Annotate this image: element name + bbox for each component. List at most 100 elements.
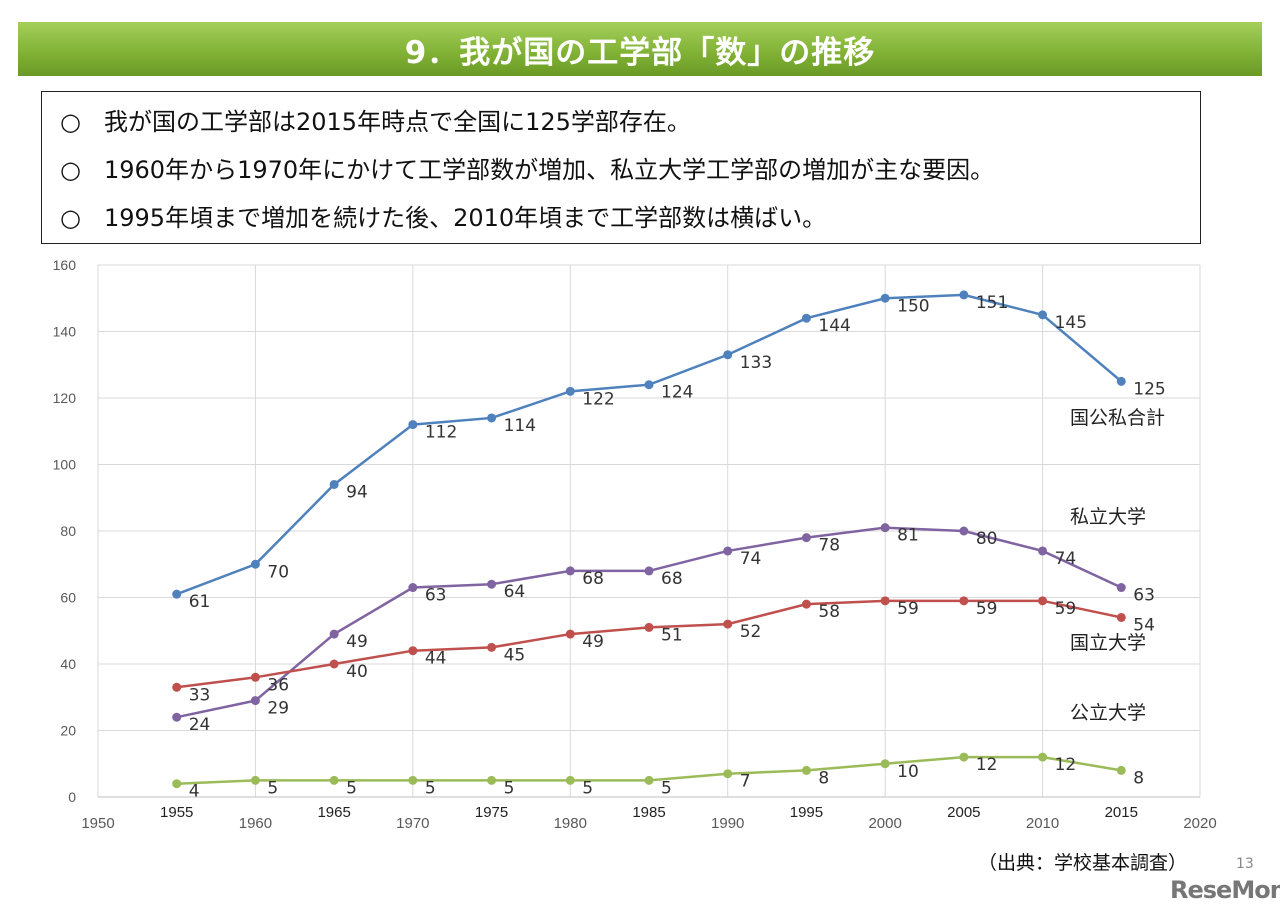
data-label: 5 <box>425 778 436 798</box>
data-label: 33 <box>189 685 211 705</box>
data-label: 12 <box>976 755 998 775</box>
data-point <box>1116 376 1126 386</box>
data-point <box>329 479 339 489</box>
data-label: 5 <box>504 778 515 798</box>
data-label: 122 <box>582 389 614 409</box>
data-label: 5 <box>267 778 278 798</box>
data-label: 5 <box>661 778 672 798</box>
data-point <box>487 413 497 423</box>
data-point <box>959 290 969 300</box>
data-point <box>644 566 654 576</box>
data-point <box>172 712 182 722</box>
data-label: 64 <box>504 582 526 602</box>
data-point <box>880 596 890 606</box>
data-label: 114 <box>504 416 536 436</box>
data-label: 12 <box>1055 755 1077 775</box>
resemom-logo: ReseMom <box>1170 876 1280 904</box>
slide-title: 9．我が国の工学部「数」の推移 <box>18 22 1262 76</box>
x-tick-label: 1960 <box>239 815 272 832</box>
series-line <box>176 526 1122 719</box>
data-point <box>1116 612 1126 622</box>
y-tick-label: 0 <box>68 789 76 805</box>
x-tick-label: 1990 <box>711 815 744 832</box>
data-point <box>565 775 575 785</box>
data-point <box>329 659 339 669</box>
data-label: 94 <box>346 482 368 502</box>
data-label: 49 <box>582 632 604 652</box>
page-number: 13 <box>1236 856 1254 872</box>
summary-item: ○ 我が国の工学部は2015年時点で全国に125学部存在。 <box>60 98 1200 146</box>
x-tick-label: 1950 <box>81 815 114 832</box>
data-label: 29 <box>267 699 289 719</box>
data-label: 10 <box>897 762 919 782</box>
summary-item: ○ 1995年頃まで増加を続けた後、2010年頃まで工学部数は横ばい。 <box>60 194 1200 242</box>
data-label: 151 <box>976 293 1008 313</box>
circle-bullet-icon: ○ <box>60 156 81 184</box>
data-label: 63 <box>425 586 447 606</box>
x-tick-label: 2015 <box>1105 804 1138 821</box>
x-tick-label: 1965 <box>317 804 350 821</box>
data-point <box>1038 752 1048 762</box>
data-point <box>408 420 418 430</box>
data-label: 68 <box>661 569 683 589</box>
circle-bullet-icon: ○ <box>60 204 81 232</box>
x-tick-label: 1955 <box>160 804 193 821</box>
data-point <box>408 583 418 593</box>
data-label: 68 <box>582 569 604 589</box>
y-tick-label: 120 <box>53 390 77 406</box>
data-point <box>172 589 182 599</box>
data-label: 8 <box>818 768 829 788</box>
data-label: 4 <box>189 782 200 802</box>
data-point <box>644 380 654 390</box>
data-point <box>1116 583 1126 593</box>
data-point <box>801 765 811 775</box>
summary-text: 1995年頃まで増加を続けた後、2010年頃まで工学部数は横ばい。 <box>104 204 827 232</box>
data-label: 59 <box>976 599 998 619</box>
data-label: 45 <box>504 645 526 665</box>
data-label: 144 <box>818 316 850 336</box>
data-label: 74 <box>740 549 762 569</box>
data-point <box>250 775 260 785</box>
data-label: 78 <box>818 536 840 556</box>
data-point <box>408 775 418 785</box>
data-label: 8 <box>1133 768 1144 788</box>
data-point <box>1116 765 1126 775</box>
data-point <box>880 293 890 303</box>
data-label: 59 <box>897 599 919 619</box>
data-label: 5 <box>346 778 357 798</box>
circle-bullet-icon: ○ <box>60 108 81 136</box>
data-label: 124 <box>661 383 693 403</box>
series-label: 公立大学 <box>1070 702 1146 724</box>
series-label: 国立大学 <box>1070 632 1146 654</box>
data-label: 51 <box>661 625 683 645</box>
data-point <box>801 599 811 609</box>
y-tick-label: 20 <box>60 723 76 739</box>
summary-text: 1960年から1970年にかけて工学部数が増加、私立大学工学部の増加が主な要因。 <box>104 156 995 184</box>
data-point <box>1038 596 1048 606</box>
y-tick-label: 100 <box>53 457 77 473</box>
x-tick-label: 1975 <box>475 804 508 821</box>
data-point <box>959 752 969 762</box>
data-label: 125 <box>1133 379 1165 399</box>
data-point <box>250 559 260 569</box>
data-label: 70 <box>267 562 289 582</box>
data-point <box>565 566 575 576</box>
x-tick-label: 2005 <box>947 804 980 821</box>
data-point <box>723 350 733 360</box>
data-point <box>487 579 497 589</box>
data-label: 7 <box>740 772 751 792</box>
data-label: 5 <box>582 778 593 798</box>
data-point <box>487 775 497 785</box>
data-point <box>172 779 182 789</box>
data-label: 44 <box>425 649 447 669</box>
data-label: 145 <box>1055 313 1087 333</box>
x-tick-label: 2020 <box>1183 815 1216 832</box>
data-label: 24 <box>189 715 211 735</box>
data-label: 112 <box>425 423 457 443</box>
summary-box: ○ 我が国の工学部は2015年時点で全国に125学部存在。 ○ 1960年から197… <box>41 91 1201 244</box>
data-point <box>880 759 890 769</box>
data-point <box>329 629 339 639</box>
data-point <box>644 622 654 632</box>
data-point <box>959 526 969 536</box>
